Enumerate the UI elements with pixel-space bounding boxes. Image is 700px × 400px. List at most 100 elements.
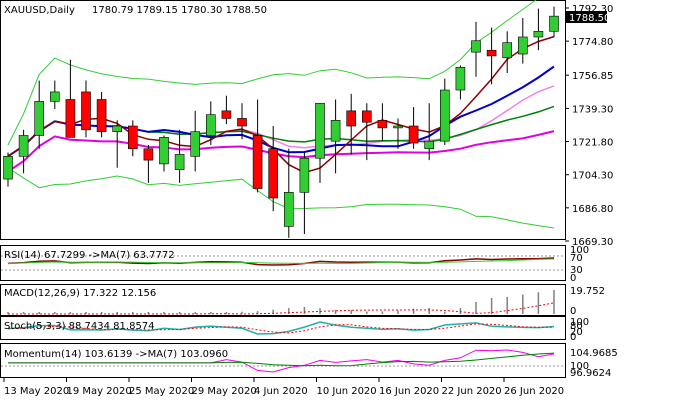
bear-candle [65,99,76,138]
bear-candle [96,99,107,132]
bull-candle [112,125,122,132]
time-tick-label: 26 Jun 2020 [504,386,564,397]
macd-bar [225,312,228,314]
bull-candle [159,137,169,165]
macd-bar [303,306,306,314]
bollinger-lower [7,167,555,229]
momentum-tick-bottom: 96.9624 [570,368,611,379]
bull-candle [283,192,294,227]
macd-bar [397,310,399,314]
stoch-label: Stoch(5,3,3) 88.7434 81.8574 [4,321,155,332]
macd-bar [132,312,134,314]
price-tick-label: 1756.85 [572,71,613,82]
price-tick-label: 1774.80 [572,37,613,48]
macd-bar [22,312,25,314]
bull-candle [330,120,341,142]
time-tick-label: 19 May 2020 [67,386,132,397]
bear-candle [408,125,419,144]
stoch-d-line [7,323,555,334]
macd-panel[interactable] [0,284,566,316]
main-chart-panel[interactable] [0,0,566,240]
bear-candle [221,110,232,119]
current-price-label: 1788.50 [569,13,610,24]
time-tick-label: 10 Jun 2020 [317,386,377,397]
bear-candle [346,110,357,127]
macd-bar [116,312,118,314]
macd-bar [381,311,384,314]
bear-candle [268,148,279,199]
bull-candle [206,114,216,136]
bull-candle [455,66,466,91]
bull-candle [3,156,13,180]
macd-bar [256,311,259,314]
bull-candle [299,157,310,193]
bull-candle [393,125,403,129]
macd-bar [69,312,72,314]
macd-bar [506,296,508,314]
bull-candle [190,131,200,157]
stoch-tick-80: 80 [570,321,583,332]
momentum-tick-100: 100 [570,361,589,372]
rsi-tick-70: 70 [570,253,583,264]
momentum-tick-top: 104.9685 [570,348,618,359]
bull-candle [533,30,544,38]
macd-signal-line [8,302,555,315]
ohlc-values: 1780.79 1789.15 1780.30 1788.50 [92,5,267,16]
macd-bar [7,312,9,314]
stoch-panel[interactable] [0,316,566,340]
macd-bar [54,312,56,314]
bull-candle [18,135,29,157]
bull-candle [439,89,450,142]
macd-bar [178,312,181,314]
macd-bar [490,298,493,314]
macd-bar [100,312,103,314]
price-tick-label: 1721.80 [572,138,613,149]
bear-candle [81,91,91,131]
bull-candle [517,36,528,55]
macd-bar [537,292,540,314]
stoch-tick-0: 0 [570,332,576,343]
time-tick-label: 4 Jun 2020 [254,386,308,397]
macd-bar [475,301,477,314]
bull-candle [315,102,325,159]
macd-bar [38,312,40,314]
macd-bar [210,312,212,314]
macd-bar [194,312,196,314]
ma-magenta [7,130,555,173]
bull-candle [34,101,45,136]
momentum-label: Momentum(14) 103.6139 ->MA(7) 103.0960 [4,349,228,360]
macd-bar [272,309,274,314]
bull-candle [49,91,60,102]
price-tick-label: 1669.30 [572,237,613,248]
current-price-marker [566,11,607,23]
rsi-tick-0: 0 [570,273,576,284]
bear-candle [252,135,263,189]
macd-bar [366,311,368,314]
time-tick-label: 25 May 2020 [129,386,194,397]
time-tick-label: 13 May 2020 [4,386,69,397]
macd-bar [147,312,150,314]
price-tick-label: 1792.30 [572,4,613,15]
bull-candle [502,42,513,59]
bull-candle [174,154,185,170]
bear-candle [237,118,247,127]
macd-bar [350,310,352,314]
rsi-ma-line [7,258,555,264]
macd-tick-top: 19.752 [570,286,605,297]
macd-tick-zero: 0 [570,306,576,317]
bear-candle [486,49,497,57]
time-tick-label: 22 Jun 2020 [442,386,502,397]
price-tick-label: 1704.30 [572,171,613,182]
time-tick-label: 16 Jun 2020 [379,386,439,397]
macd-bar [553,290,555,314]
macd-bar [412,308,415,314]
bear-candle [128,125,138,150]
rsi-label: RSI(14) 67.7299 ->MA(7) 63.7772 [4,250,175,261]
macd-bar [163,312,165,314]
bear-candle [143,148,154,161]
bull-candle [549,15,559,32]
bull-candle [471,40,481,53]
macd-bar [459,307,462,314]
macd-bar [241,311,243,314]
